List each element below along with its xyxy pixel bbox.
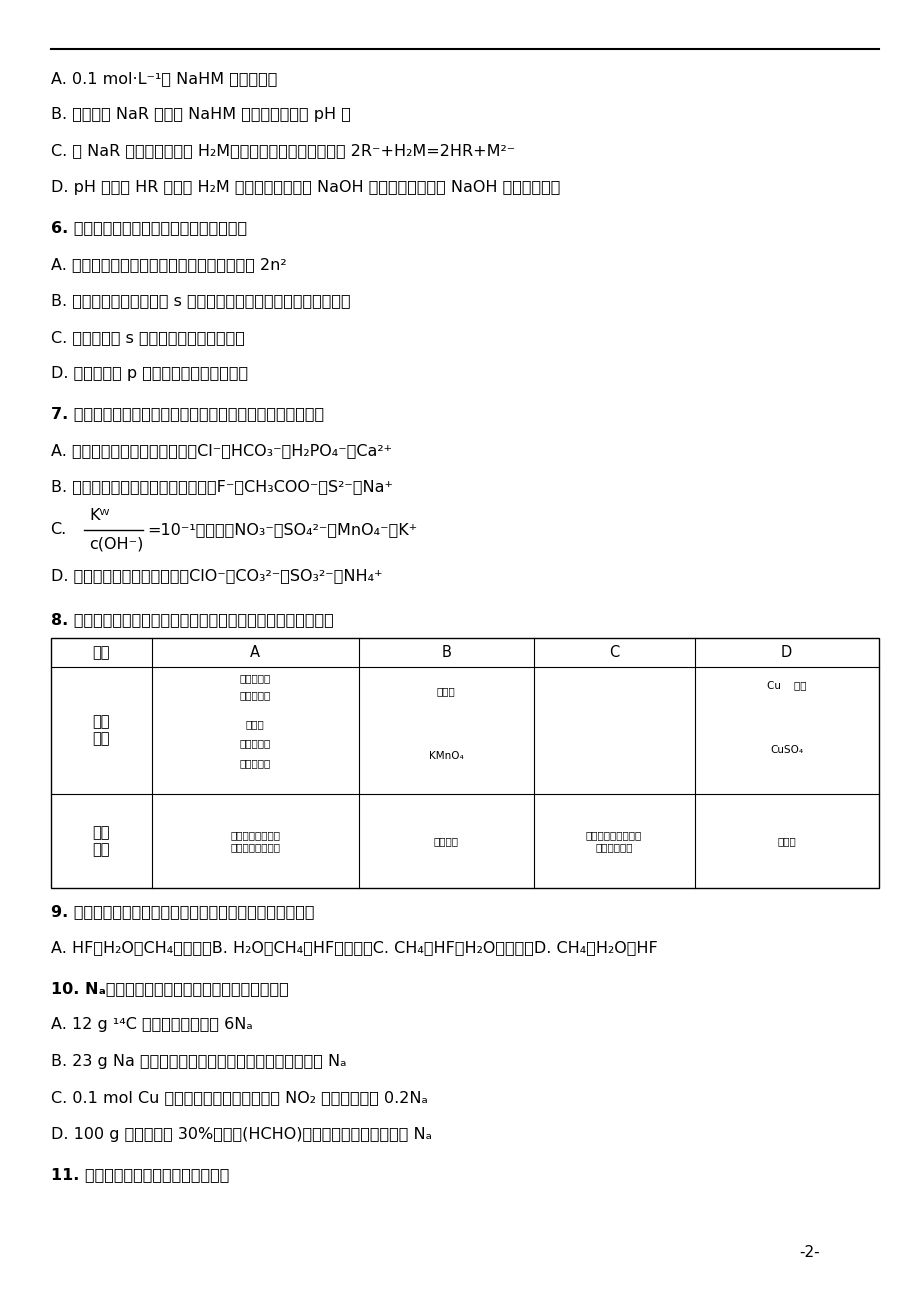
Text: 电镀遑: 电镀遑: [777, 836, 795, 846]
Text: 实验
目的: 实验 目的: [92, 825, 110, 857]
Text: =10⁻¹的溢液：NO₃⁻、SO₄²⁻、MnO₄⁻、K⁺: =10⁻¹的溢液：NO₃⁻、SO₄²⁻、MnO₄⁻、K⁺: [147, 522, 417, 538]
Text: 6. 下列关于能层与能级的说法中不正确的是: 6. 下列关于能层与能级的说法中不正确的是: [51, 220, 246, 236]
Text: KMnO₄: KMnO₄: [428, 751, 463, 762]
Text: 11. 下列实验操作能达到实验目的的是: 11. 下列实验操作能达到实验目的的是: [51, 1167, 229, 1182]
Text: D: D: [780, 644, 791, 660]
Text: C. 不同能层中 s 电子的原子轨道半径相同: C. 不同能层中 s 电子的原子轨道半径相同: [51, 329, 244, 345]
Text: B. 任一能层的能级总是从 s 能级开始，而且能级数等于该能层序数: B. 任一能层的能级总是从 s 能级开始，而且能级数等于该能层序数: [51, 293, 350, 309]
Text: A. HF、H₂O、CH₄　　　　B. H₂O、CH₄、HF　　　　C. CH₄、HF、H₂O　　　　D. CH₄、H₂O、HF: A. HF、H₂O、CH₄ B. H₂O、CH₄、HF C. CH₄、HF、H₂…: [51, 940, 657, 956]
Text: Kᵂ: Kᵂ: [89, 508, 109, 523]
Text: 蒸干硫酸铁溢液，得
到无水硫酸铁: 蒸干硫酸铁溢液，得 到无水硫酸铁: [585, 831, 641, 852]
Text: -2-: -2-: [799, 1245, 819, 1260]
Text: D. 相同能层中 p 电子的原子轨道能量相同: D. 相同能层中 p 电子的原子轨道能量相同: [51, 366, 247, 381]
Text: 滴有酚酞的: 滴有酚酞的: [240, 738, 270, 749]
Text: A. 使紫色石蕊溢液变蓝的溢液：Cl⁻、HCO₃⁻、H₂PO₄⁻、Ca²⁺: A. 使紫色石蕊溢液变蓝的溢液：Cl⁻、HCO₃⁻、H₂PO₄⁻、Ca²⁺: [51, 443, 391, 458]
Text: B. 23 g Na 在空气中点燃后充分反应，转移的电子数为 Nₐ: B. 23 g Na 在空气中点燃后充分反应，转移的电子数为 Nₐ: [51, 1053, 346, 1069]
Text: 8. 用下列实验装置完成对应的实验，不能达到相应实验目的的是: 8. 用下列实验装置完成对应的实验，不能达到相应实验目的的是: [51, 612, 333, 628]
Text: A. 原子核外每一个能层最多可容纳的电子数为 2n²: A. 原子核外每一个能层最多可容纳的电子数为 2n²: [51, 256, 286, 272]
Text: 制备氯气: 制备氯气: [433, 836, 459, 846]
Text: C: C: [608, 644, 618, 660]
Text: 饱和食盐水: 饱和食盐水: [240, 758, 270, 768]
Text: Cu    镀件: Cu 镀件: [766, 680, 805, 690]
Text: c(OH⁻): c(OH⁻): [89, 536, 143, 552]
Text: CuSO₄: CuSO₄: [769, 745, 802, 755]
Text: B. 等浓度的 NaR 溢液与 NaHM 溢液相比，前者 pH 小: B. 等浓度的 NaR 溢液与 NaHM 溢液相比，前者 pH 小: [51, 107, 350, 122]
Text: D. 使无色酔酸不变色的溢液：ClO⁻、CO₃²⁻、SO₃²⁻、NH₄⁺: D. 使无色酔酸不变色的溢液：ClO⁻、CO₃²⁻、SO₃²⁻、NH₄⁺: [51, 568, 381, 583]
Text: C. 向 NaR 溢液中加入少量 H₂M，发生反应的离子方程式为 2R⁻+H₂M=2HR+M²⁻: C. 向 NaR 溢液中加入少量 H₂M，发生反应的离子方程式为 2R⁻+H₂M…: [51, 143, 515, 159]
Text: 止水夹: 止水夹: [245, 719, 265, 729]
Text: A: A: [250, 644, 260, 660]
Text: 验证铁丝在中性环
境中发生吸氧腑蚀: 验证铁丝在中性环 境中发生吸氧腑蚀: [230, 831, 280, 852]
Text: 实验
装置: 实验 装置: [92, 715, 110, 746]
Text: 9. 下列氢化物分子内共价键的极性由强到弱的顺序正确的是: 9. 下列氢化物分子内共价键的极性由强到弱的顺序正确的是: [51, 904, 313, 919]
Text: B. 加入金属铝粉有气体生成的溢液：F⁻、CH₃COO⁻、S²⁻、Na⁺: B. 加入金属铝粉有气体生成的溢液：F⁻、CH₃COO⁻、S²⁻、Na⁺: [51, 479, 392, 495]
Bar: [51, 638, 878, 888]
Text: C. 0.1 mol Cu 与浓确酸充分反应最终得到 NO₂ 分子的数目为 0.2Nₐ: C. 0.1 mol Cu 与浓确酸充分反应最终得到 NO₂ 分子的数目为 0.…: [51, 1090, 427, 1105]
Text: D. 100 g 质量分数为 30%的甲醉(HCHO)水溢液中氧原子的数目为 Nₐ: D. 100 g 质量分数为 30%的甲醉(HCHO)水溢液中氧原子的数目为 N…: [51, 1126, 431, 1142]
Text: A. 0.1 mol·L⁻¹的 NaHM 溢液显碱性: A. 0.1 mol·L⁻¹的 NaHM 溢液显碱性: [51, 70, 277, 86]
Text: 7. 常温下，下列各组微粒在指定的溢液中一定能大量共存的是: 7. 常温下，下列各组微粒在指定的溢液中一定能大量共存的是: [51, 406, 323, 422]
Text: D. pH 相等的 HR 溢液和 H₂M 溢液分别与相同的 NaOH 溢液反应，消耗的 NaOH 溢液体积相等: D. pH 相等的 HR 溢液和 H₂M 溢液分别与相同的 NaOH 溢液反应，…: [51, 180, 560, 195]
Text: 10. Nₐ是阿伏加德罗常数的値。下列说法正确的是: 10. Nₐ是阿伏加德罗常数的値。下列说法正确的是: [51, 980, 288, 996]
Text: C.: C.: [51, 522, 67, 538]
Text: 选项: 选项: [92, 644, 110, 660]
Text: 用食盐水湿: 用食盐水湿: [240, 673, 270, 684]
Text: A. 12 g ¹⁴C 中含有的质子数为 6Nₐ: A. 12 g ¹⁴C 中含有的质子数为 6Nₐ: [51, 1017, 252, 1032]
Text: 浓盐酸: 浓盐酸: [437, 686, 455, 697]
Text: B: B: [441, 644, 450, 660]
Text: 润的铁丝网: 润的铁丝网: [240, 690, 270, 700]
